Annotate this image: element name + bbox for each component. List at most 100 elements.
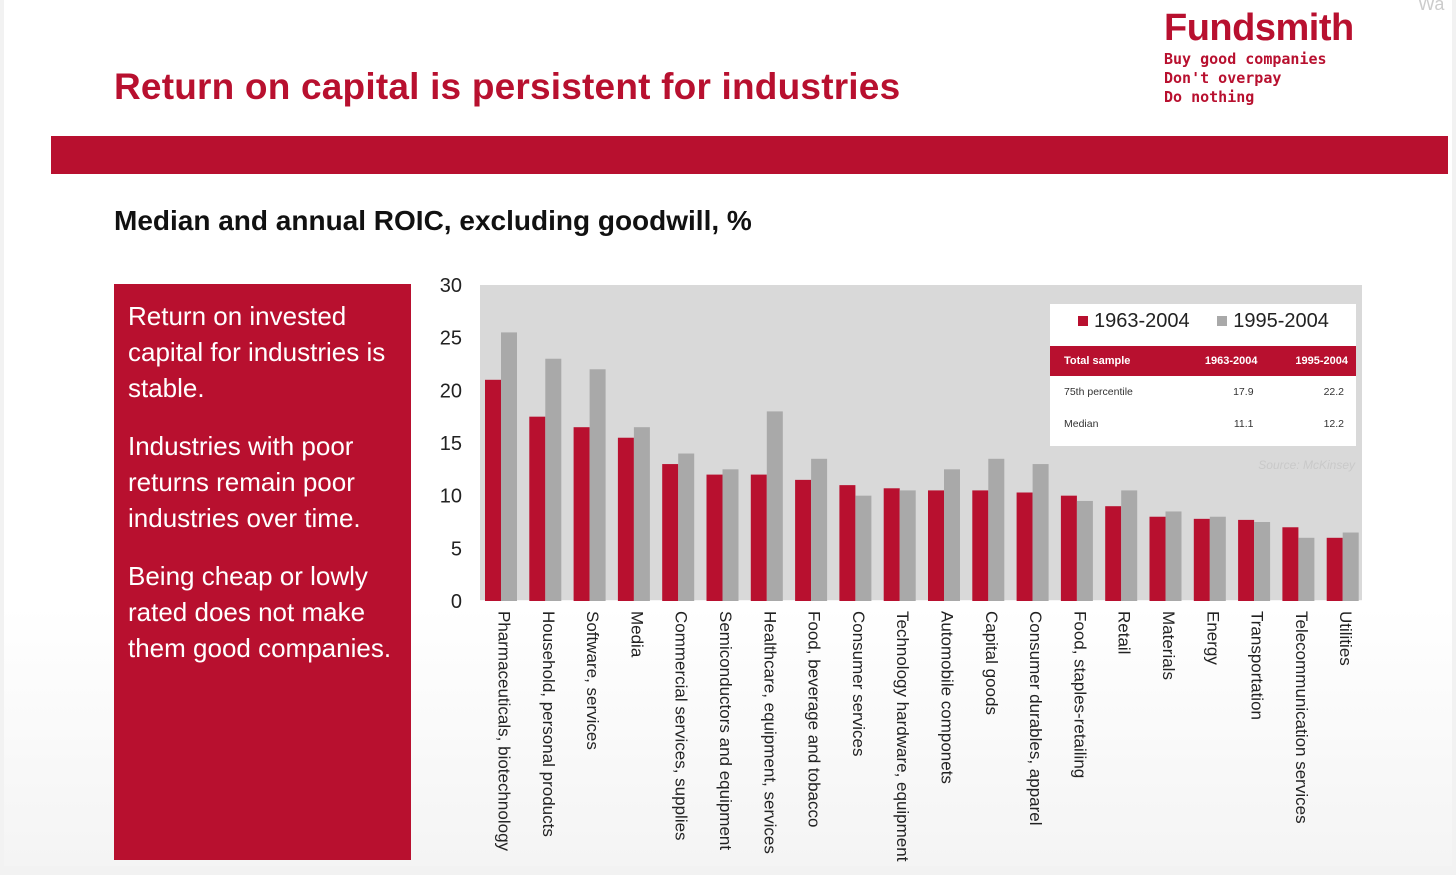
bar: [573, 427, 590, 601]
side-panel: Return on invested capital for industrie…: [114, 284, 411, 860]
inset-table: Total sample 1963-2004 1995-2004 75th pe…: [1050, 346, 1356, 440]
x-tick-label: Automobile componets: [938, 611, 957, 784]
bar: [1060, 495, 1077, 601]
bar: [722, 469, 739, 601]
brand-logo: Fundsmith Buy good companies Don't overp…: [1164, 6, 1404, 107]
bar: [501, 332, 517, 601]
bar: [1016, 492, 1033, 601]
bar: [766, 411, 783, 601]
title-band: [51, 136, 1448, 174]
bar: [617, 437, 634, 601]
x-tick-label: Pharmaceuticals, biotechnology: [495, 611, 514, 852]
side-paragraph-3: Being cheap or lowly rated does not make…: [128, 561, 392, 663]
bar: [545, 358, 562, 601]
y-tick-label: 20: [440, 380, 462, 402]
brand-name: Fundsmith: [1164, 7, 1354, 49]
bar: [706, 474, 723, 601]
bar: [1149, 516, 1166, 601]
bar: [1032, 464, 1049, 601]
bar: [928, 490, 944, 601]
legend-swatch-series-1: [1078, 316, 1088, 326]
tagline-line-3: Do nothing: [1164, 88, 1255, 106]
x-tick-label: Consumer durables, apparel: [1026, 611, 1045, 826]
bar: [839, 485, 856, 601]
chart-subtitle: Median and annual ROIC, excluding goodwi…: [114, 205, 752, 236]
legend-swatch-series-2: [1217, 316, 1228, 326]
bar: [855, 495, 872, 601]
x-tick-label: Energy: [1203, 611, 1222, 665]
x-tick-label: Utilities: [1336, 611, 1355, 666]
bar: [972, 490, 989, 601]
x-tick-label: Retail: [1115, 611, 1134, 654]
bar: [883, 488, 900, 601]
bar: [678, 453, 695, 601]
y-tick-label: 5: [451, 538, 462, 560]
inset-cell: 17.9: [1233, 386, 1254, 398]
bar: [1209, 516, 1226, 601]
tagline-line-2: Don't overpay: [1164, 69, 1282, 87]
x-tick-label: Telecommunication services: [1292, 611, 1311, 824]
legend-item-series-1: 1963-2004: [1078, 310, 1190, 333]
bar: [750, 474, 767, 601]
inset-header-period-1: 1963-2004: [1175, 346, 1266, 376]
slide-title: Return on capital is persistent for indu…: [114, 66, 901, 107]
table-row: 75th percentile 17.9 22.2: [1050, 376, 1356, 408]
bar: [811, 458, 828, 601]
inset-cell: 22.2: [1323, 386, 1344, 398]
bar: [1298, 537, 1315, 601]
inset-cell: 75th percentile: [1064, 386, 1133, 398]
side-paragraph-2: Industries with poor returns remain poor…: [128, 431, 361, 533]
legend-label-series-1: 1963-2004: [1094, 310, 1190, 332]
bar: [1238, 519, 1255, 601]
x-tick-label: Software, services: [583, 611, 602, 750]
x-tick-label: Commercial services, supplies: [672, 611, 691, 841]
x-tick-label: Food, staples-retailing: [1070, 611, 1089, 778]
bar: [1282, 527, 1299, 601]
bar: [1121, 490, 1138, 601]
inset-header-label: Total sample: [1050, 346, 1176, 376]
bar: [988, 458, 1005, 601]
bar: [485, 379, 501, 601]
x-tick-label: Consumer services: [849, 611, 868, 757]
y-tick-label: 30: [440, 275, 462, 297]
x-tick-label: Media: [627, 611, 646, 658]
x-tick-label: Semiconductors and equipment: [716, 611, 735, 850]
x-tick-label: Food, beverage and tobacco: [805, 611, 824, 827]
bar: [1254, 522, 1271, 601]
y-tick-label: 15: [440, 433, 462, 455]
x-tick-label: Healthcare, equipment, services: [760, 611, 779, 854]
y-tick-label: 10: [440, 486, 462, 508]
bar: [1076, 500, 1093, 601]
bar: [1165, 511, 1182, 601]
bar: [1193, 518, 1210, 601]
bar: [795, 479, 812, 601]
y-tick-label: 25: [440, 328, 462, 350]
tagline-line-1: Buy good companies: [1164, 50, 1327, 68]
bar: [1105, 506, 1122, 601]
inset-cell: Median: [1064, 418, 1099, 430]
bar: [633, 427, 650, 601]
inset-cell: 12.2: [1323, 418, 1344, 430]
inset-cell: 11.1: [1233, 418, 1254, 430]
x-tick-label: Materials: [1159, 611, 1178, 680]
bar: [589, 369, 606, 601]
x-tick-label: Technology hardware, equipment: [893, 611, 912, 862]
bar: [529, 416, 546, 601]
corner-watermark: Wa: [1418, 0, 1445, 14]
bar: [662, 464, 679, 601]
bar: [944, 469, 960, 601]
bar: [1342, 532, 1359, 601]
inset-header-period-2: 1995-2004: [1265, 346, 1356, 376]
source-note: Source: McKinsey: [1258, 458, 1355, 472]
side-paragraph-1: Return on invested capital for industrie…: [128, 301, 386, 403]
table-row: Median 11.1 12.2: [1050, 408, 1356, 440]
x-tick-label: Household, personal products: [539, 611, 558, 837]
bar: [899, 490, 916, 601]
y-tick-label: 0: [451, 591, 462, 613]
legend-and-inset-table: 1963-2004 1995-2004 Total sample 1963-20…: [1050, 304, 1356, 446]
x-tick-label: Transportation: [1248, 611, 1267, 720]
inset-table-header: Total sample 1963-2004 1995-2004: [1050, 346, 1356, 376]
legend: 1963-2004 1995-2004: [1078, 310, 1351, 340]
bar: [1326, 537, 1343, 601]
legend-item-series-2: 1995-2004: [1217, 310, 1329, 333]
